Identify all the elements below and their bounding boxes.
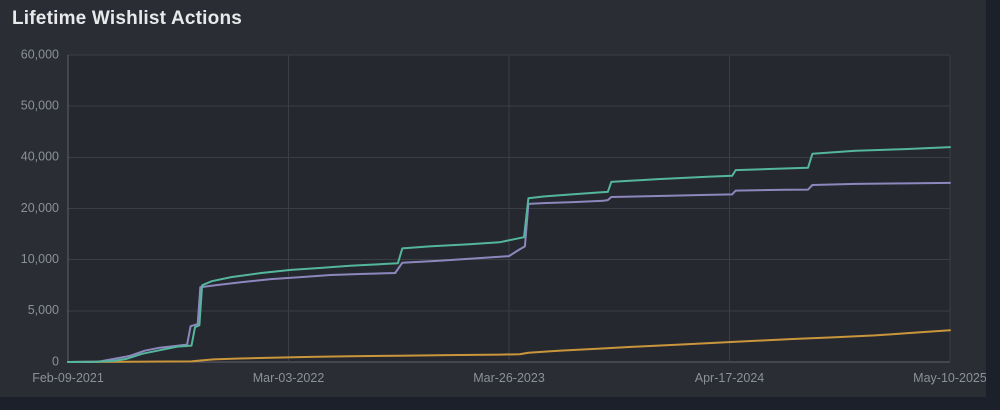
y-tick-label: 40,000	[21, 150, 59, 164]
x-tick-label: May-10-2025	[913, 371, 986, 385]
y-tick-label: 20,000	[21, 201, 59, 215]
lifetime-wishlist-actions-chart: 0 5,000 10,000 20,000 40,000 50,000 60,000 Feb-…	[21, 47, 986, 385]
series-line-orange[interactable]	[67, 329, 951, 363]
x-tick-label: Apr-17-2024	[695, 371, 765, 385]
x-tick-label: Feb-09-2021	[32, 371, 104, 385]
y-tick-label: 5,000	[28, 303, 59, 317]
chart-title: Lifetime Wishlist Actions	[12, 8, 243, 29]
y-tick-label: 10,000	[21, 252, 59, 266]
y-tick-label: 60,000	[21, 47, 59, 61]
chart-card: Lifetime Wishlist Actions 0 5,000 10,000 20…	[0, 0, 986, 397]
y-tick-label: 50,000	[21, 98, 59, 112]
y-tick-label: 0	[52, 354, 59, 368]
series-line-teal[interactable]	[67, 146, 951, 363]
x-tick-label: Mar-03-2022	[253, 371, 325, 385]
x-tick-label: Mar-26-2023	[473, 371, 545, 385]
series-line-purple[interactable]	[67, 181, 951, 363]
